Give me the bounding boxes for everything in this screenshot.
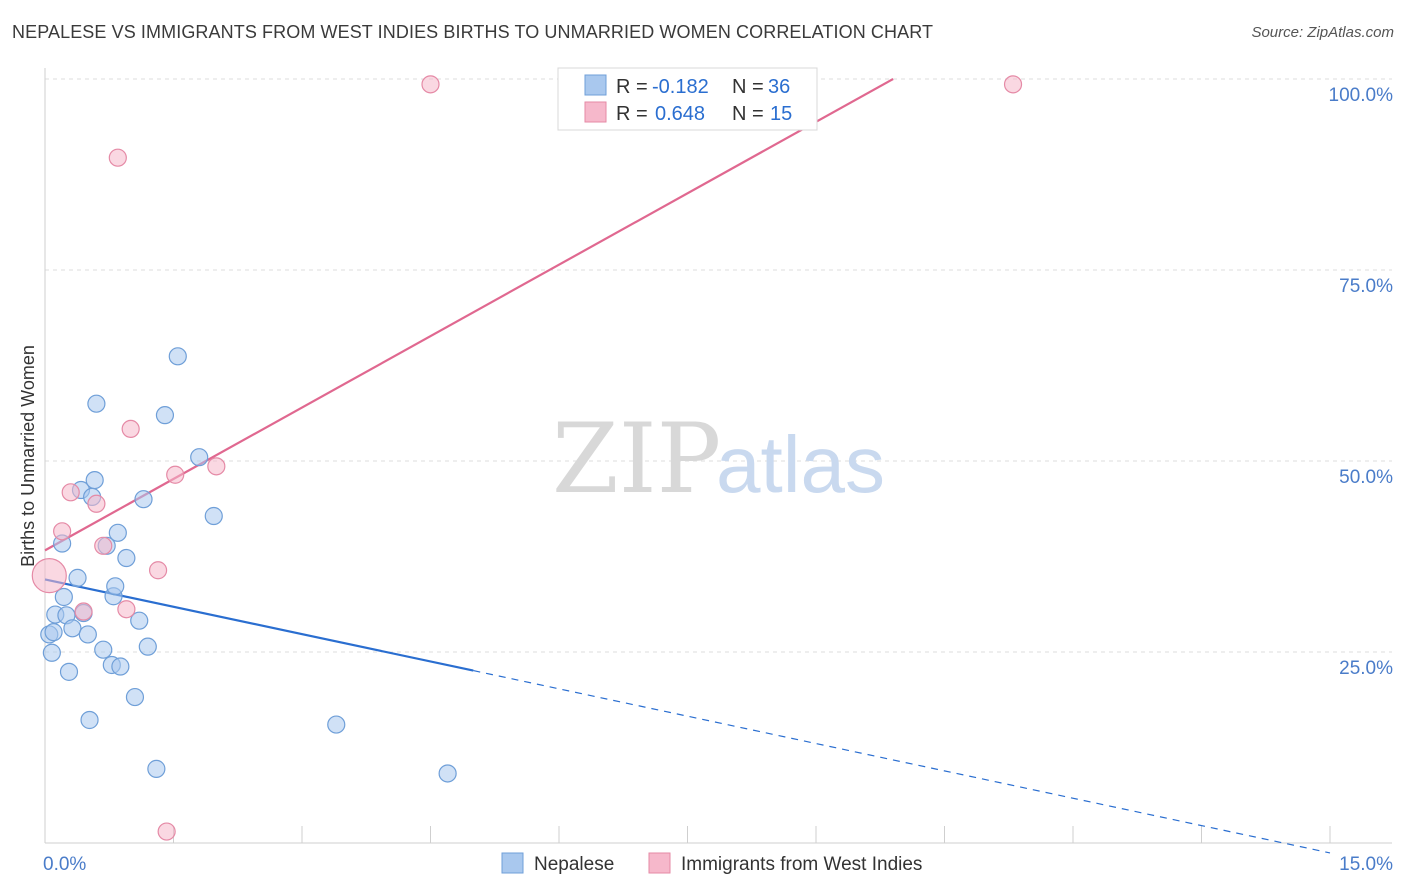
- x-tick-label: 15.0%: [1339, 854, 1393, 875]
- chart-title: NEPALESE VS IMMIGRANTS FROM WEST INDIES …: [12, 22, 934, 42]
- series-legend-swatch-nepalese: [501, 852, 524, 874]
- watermark-atlas: atlas: [716, 420, 885, 509]
- point-west-indies: [157, 822, 176, 841]
- legend-n-value: 36: [768, 76, 790, 98]
- point-nepalese: [63, 619, 82, 638]
- y-tick-label: 100.0%: [1329, 85, 1394, 106]
- point-west-indies: [1003, 75, 1023, 94]
- tick-labels: 25.0% 50.0% 75.0% 100.0% 0.0% 15.0%: [43, 85, 1393, 875]
- watermark-zip: ZIP: [552, 403, 721, 515]
- point-nepalese: [54, 587, 73, 607]
- legend-n-label: N =: [732, 76, 764, 98]
- point-nepalese: [78, 625, 97, 644]
- legend-r-value: 0.648: [655, 103, 705, 125]
- point-west-indies: [53, 522, 72, 541]
- data-points: [31, 75, 1023, 841]
- point-nepalese: [59, 662, 79, 681]
- watermark: ZIP atlas: [552, 403, 885, 515]
- point-nepalese: [94, 640, 113, 659]
- trendline-nepalese-extrapolated: [473, 670, 1331, 854]
- legend-n-value: 15: [770, 103, 792, 125]
- point-nepalese: [106, 577, 125, 596]
- legend-r-label: R =: [616, 103, 648, 125]
- point-nepalese: [147, 759, 166, 778]
- x-tick-label: 0.0%: [43, 854, 86, 875]
- y-tick-label: 50.0%: [1339, 467, 1393, 488]
- legend-swatch-west-indies: [584, 101, 607, 123]
- series-legend-label-west-indies: Immigrants from West Indies: [681, 854, 922, 875]
- point-nepalese: [42, 643, 61, 662]
- legend-swatch-nepalese: [584, 74, 607, 96]
- legend-r-value: -0.182: [652, 76, 709, 98]
- y-tick-label: 75.0%: [1339, 276, 1393, 297]
- point-west-indies: [61, 483, 80, 502]
- gridlines: [45, 78, 1392, 653]
- point-nepalese: [130, 611, 149, 630]
- point-west-indies: [94, 536, 113, 555]
- point-nepalese: [190, 448, 209, 467]
- point-west-indies: [87, 494, 106, 513]
- point-nepalese: [80, 710, 99, 730]
- axes: [44, 68, 1392, 844]
- series-legend: Nepalese Immigrants from West Indies: [501, 852, 922, 875]
- point-west-indies: [74, 602, 93, 621]
- point-west-indies: [148, 561, 168, 580]
- correlation-legend: R = -0.182 N = 36 R = 0.648 N = 15: [557, 67, 818, 131]
- point-nepalese: [327, 715, 346, 734]
- point-nepalese: [438, 764, 457, 783]
- source-credit: Source: ZipAtlas.com: [1251, 24, 1394, 41]
- point-nepalese: [68, 568, 87, 587]
- legend-r-label: R =: [616, 76, 648, 98]
- point-west-indies: [166, 465, 185, 484]
- point-west-indies: [108, 148, 127, 167]
- series-legend-label-nepalese: Nepalese: [534, 854, 614, 875]
- y-axis-title: Births to Unmarried Women: [18, 345, 38, 567]
- y-tick-label: 25.0%: [1339, 658, 1393, 679]
- point-nepalese: [168, 347, 187, 366]
- point-west-indies: [207, 457, 226, 476]
- point-nepalese: [204, 506, 223, 526]
- point-west-indies: [117, 600, 136, 619]
- point-nepalese: [138, 637, 157, 656]
- point-nepalese: [87, 394, 106, 413]
- point-nepalese: [44, 623, 63, 642]
- point-nepalese: [108, 523, 127, 542]
- point-west-indies: [121, 419, 140, 439]
- point-nepalese: [85, 471, 104, 490]
- point-nepalese: [111, 657, 130, 676]
- point-west-indies: [421, 75, 440, 94]
- legend-n-label: N =: [732, 103, 764, 125]
- trendline-west-indies: [44, 78, 894, 552]
- point-nepalese: [117, 548, 136, 568]
- point-west-indies: [31, 557, 67, 594]
- series-legend-swatch-west-indies: [648, 852, 671, 874]
- point-nepalese: [125, 687, 145, 707]
- point-nepalese: [155, 406, 175, 425]
- point-nepalese: [134, 490, 153, 509]
